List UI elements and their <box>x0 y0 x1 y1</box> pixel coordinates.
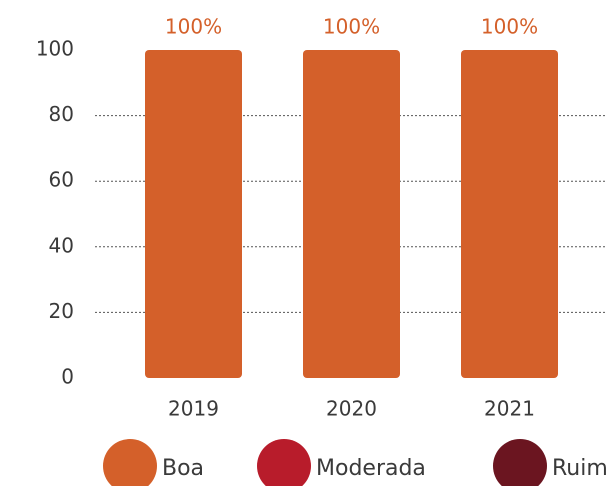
legend-label: Moderada <box>316 456 426 481</box>
legend-swatch <box>257 439 311 486</box>
bar <box>303 50 400 378</box>
x-tick-label: 2019 <box>168 397 219 421</box>
data-label: 100% <box>323 15 380 39</box>
y-tick-label: 40 <box>49 233 74 257</box>
legend-swatch <box>103 439 157 486</box>
x-tick-label: 2020 <box>326 397 377 421</box>
bar <box>145 50 242 378</box>
x-tick-label: 2021 <box>484 397 535 421</box>
y-tick-label: 80 <box>49 102 74 126</box>
legend-swatch <box>493 439 547 486</box>
y-tick-label: 100 <box>36 37 74 61</box>
data-label: 100% <box>165 15 222 39</box>
legend-label: Boa <box>162 456 204 481</box>
y-tick-label: 60 <box>49 168 74 192</box>
y-tick-label: 20 <box>49 299 74 323</box>
legend-label: Ruim <box>552 456 606 481</box>
bar <box>461 50 558 378</box>
y-tick-label: 0 <box>61 365 74 389</box>
data-label: 100% <box>481 15 538 39</box>
